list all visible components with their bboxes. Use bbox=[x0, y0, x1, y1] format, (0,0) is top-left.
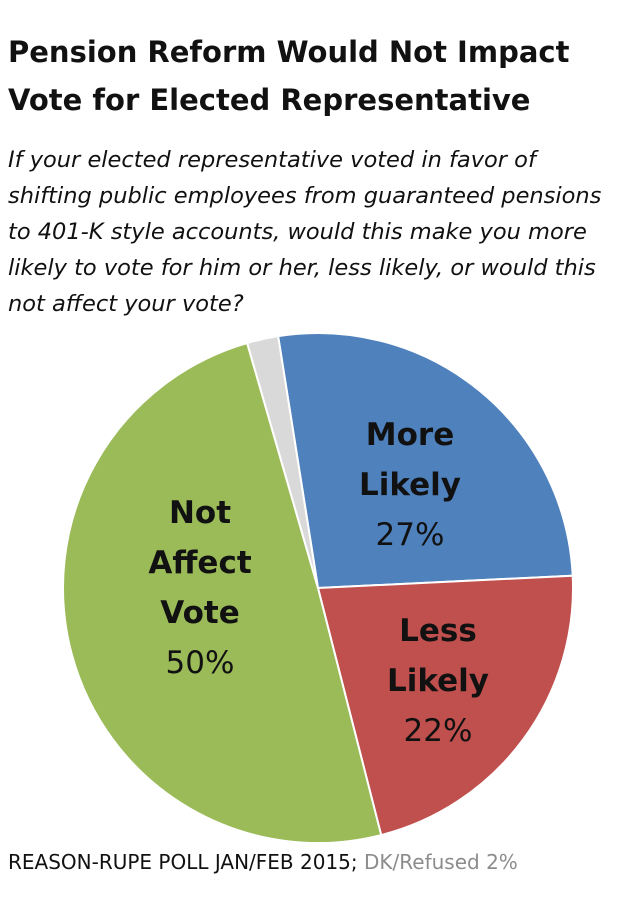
slice-value: 50% bbox=[165, 645, 235, 681]
slice-value: 22% bbox=[403, 713, 473, 749]
pie-slice bbox=[276, 332, 574, 590]
footnote-value: 2% bbox=[486, 850, 518, 874]
slice-value: 27% bbox=[375, 517, 445, 553]
chart-subtitle: If your elected representative voted in … bbox=[8, 147, 602, 317]
chart-title: Pension Reform Would Not Impact Vote for… bbox=[8, 35, 570, 117]
slice-label: Not Affect Vote 50% bbox=[140, 488, 260, 688]
pie-slice bbox=[245, 334, 319, 589]
slice-category: Not Affect Vote bbox=[148, 495, 252, 631]
slice-label: Less Likely 22% bbox=[378, 606, 498, 756]
footer: REASON-RUPE POLL JAN/FEB 2015; DK/Refuse… bbox=[8, 850, 518, 874]
footnote-category: DK/Refused bbox=[364, 850, 480, 874]
source: REASON-RUPE POLL JAN/FEB 2015; bbox=[8, 850, 358, 874]
slice-category: More Likely bbox=[358, 417, 462, 503]
slice-label: More Likely 27% bbox=[350, 410, 470, 560]
pie-slice bbox=[62, 341, 383, 844]
pie-slice bbox=[316, 574, 574, 837]
slice-category: Less Likely bbox=[386, 613, 490, 699]
